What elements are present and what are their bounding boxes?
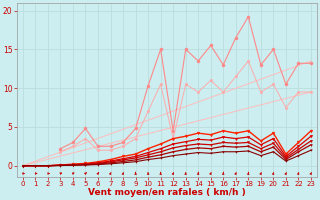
X-axis label: Vent moyen/en rafales ( km/h ): Vent moyen/en rafales ( km/h ) bbox=[88, 188, 246, 197]
